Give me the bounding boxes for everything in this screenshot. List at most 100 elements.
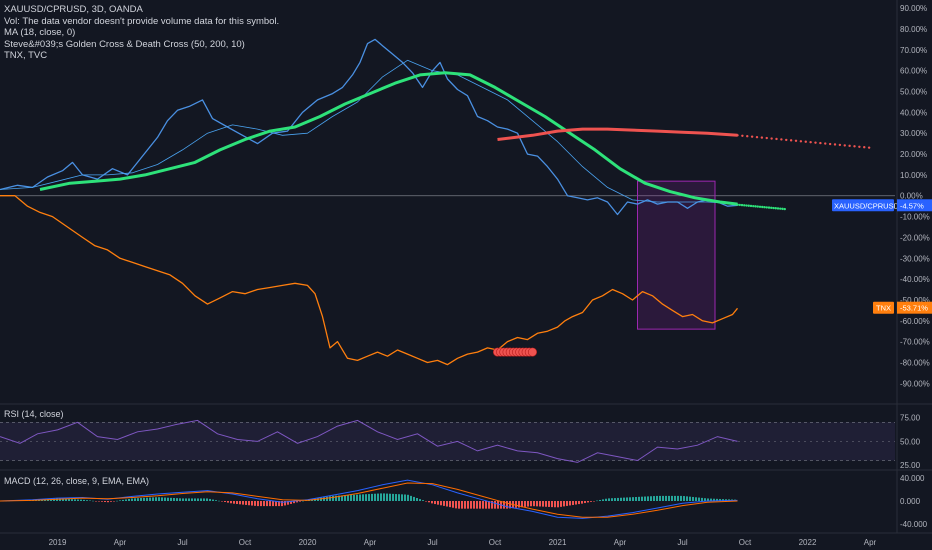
macd-histogram-bar <box>68 499 70 501</box>
ma200-series-line <box>497 127 738 141</box>
macd-histogram-bar <box>656 495 658 501</box>
macd-histogram-bar <box>458 501 460 509</box>
macd-histogram-bar <box>83 499 85 501</box>
macd-histogram-bar <box>707 498 709 501</box>
macd-histogram-bar <box>716 498 718 501</box>
main-symbol-badge: XAUUSD/CPRUSD <box>834 201 900 210</box>
macd-y-tick-label: -40.000 <box>900 520 928 529</box>
macd-histogram-bar <box>332 495 334 501</box>
macd-histogram-bar <box>107 501 109 503</box>
main-y-tick-label: 0.00% <box>900 192 923 201</box>
macd-histogram-bar <box>161 497 163 501</box>
macd-histogram-bar <box>551 501 553 508</box>
legend-symbol[interactable]: XAUUSD/CPRUSD, 3D, OANDA <box>4 4 143 15</box>
x-tick-label: Oct <box>489 538 502 547</box>
macd-histogram-bar <box>65 498 67 501</box>
macd-histogram-bar <box>116 500 118 502</box>
macd-histogram-bar <box>629 497 631 501</box>
macd-histogram-bar <box>683 496 685 501</box>
macd-histogram-bar <box>674 495 676 501</box>
macd-histogram-bar <box>368 494 370 501</box>
macd-histogram-bar <box>548 501 550 507</box>
highlight-box <box>637 180 716 330</box>
ma50-projection-dot <box>758 205 762 208</box>
macd-histogram-bar <box>275 501 277 507</box>
main-y-tick-label: 50.00% <box>900 88 927 97</box>
macd-histogram-bar <box>74 499 76 501</box>
ma200-projection-dot <box>858 145 861 148</box>
macd-histogram-bar <box>725 499 727 501</box>
main-y-tick-label: 80.00% <box>900 25 927 34</box>
macd-histogram-bar <box>677 495 679 501</box>
macd-histogram-bar <box>590 501 592 502</box>
ma50-projection-dot <box>761 205 764 209</box>
legend-volume[interactable]: Vol: The data vendor doesn't provide vol… <box>4 15 280 27</box>
ma50-projection-dot <box>743 204 746 207</box>
macd-histogram-bar <box>140 498 142 501</box>
ma200-projection-dot <box>741 134 744 137</box>
macd-histogram-bar <box>404 494 406 501</box>
macd-histogram-bar <box>203 498 205 501</box>
macd-histogram-bar <box>584 501 586 504</box>
macd-histogram-bar <box>623 497 625 501</box>
macd-histogram-bar <box>170 497 172 501</box>
main-y-tick-label: 10.00% <box>900 171 927 180</box>
macd-histogram-bar <box>284 501 286 506</box>
legend-tnx[interactable]: TNX, TVC <box>4 50 48 61</box>
ma50-projection-dot <box>767 206 771 209</box>
ma50-projection-dot <box>745 204 748 207</box>
macd-histogram-bar <box>128 498 130 501</box>
ma200-projection-dot <box>867 146 871 149</box>
main-y-tick-label: -30.00% <box>900 254 930 263</box>
rsi-band-fill <box>0 422 895 461</box>
legend-ma[interactable]: MA (18, close, 0) <box>4 27 76 38</box>
tnx-value-badge-bg <box>897 301 932 314</box>
x-tick-label: Oct <box>239 538 252 547</box>
ma200-projection-dot <box>843 144 846 147</box>
macd-histogram-bar <box>485 501 487 509</box>
ma50-projection-dot <box>776 207 780 210</box>
tnx-value-badge: -53.71% <box>900 304 928 313</box>
ma50-projection-dot <box>765 206 768 209</box>
x-tick-label: 2022 <box>799 538 817 547</box>
x-tick-label: 2019 <box>49 538 67 547</box>
x-tick-label: Apr <box>864 538 877 547</box>
macd-histogram-bar <box>80 499 82 501</box>
macd-histogram-bar <box>473 501 475 509</box>
macd-y-tick-label: 40.000 <box>900 474 925 483</box>
ma50-projection-dot <box>756 205 759 208</box>
macd-histogram-bar <box>137 498 139 501</box>
macd-histogram-bar <box>416 498 418 501</box>
ma200-projection-dot <box>819 141 822 145</box>
rsi-y-tick-label: 75.00 <box>900 414 921 423</box>
ma200-projection-dot <box>838 143 842 147</box>
main-value-badge-bg <box>897 199 932 212</box>
macd-histogram-bar <box>455 501 457 509</box>
macd-histogram-bar <box>119 500 121 501</box>
macd-histogram-bar <box>620 497 622 501</box>
macd-histogram-bar <box>479 501 481 509</box>
macd-histogram-bar <box>626 497 628 501</box>
macd-histogram-bar <box>257 501 259 507</box>
macd-histogram-bar <box>521 501 523 508</box>
macd-histogram-bar <box>278 501 280 507</box>
macd-histogram-bar <box>497 501 499 509</box>
price-series-line <box>0 38 738 216</box>
macd-histogram-bar <box>98 501 100 502</box>
main-y-tick-label: 20.00% <box>900 150 927 159</box>
macd-histogram-bar <box>356 494 358 501</box>
macd-histogram-bar <box>443 501 445 506</box>
macd-histogram-bar <box>101 501 103 502</box>
macd-histogram-bar <box>302 500 304 502</box>
macd-label[interactable]: MACD (12, 26, close, 9, EMA, EMA) <box>4 476 150 486</box>
rsi-label[interactable]: RSI (14, close) <box>4 409 64 419</box>
macd-histogram-bar <box>452 501 454 508</box>
legend-golden-cross[interactable]: Steve&#039;s Golden Cross & Death Cross … <box>4 38 245 50</box>
macd-histogram-bar <box>242 501 244 505</box>
macd-histogram-bar <box>437 501 439 505</box>
macd-histogram-bar <box>428 501 430 503</box>
ma50-projection-dot <box>747 204 750 207</box>
main-y-tick-label: -20.00% <box>900 233 930 242</box>
macd-y-tick-label: 0.000 <box>900 497 921 506</box>
